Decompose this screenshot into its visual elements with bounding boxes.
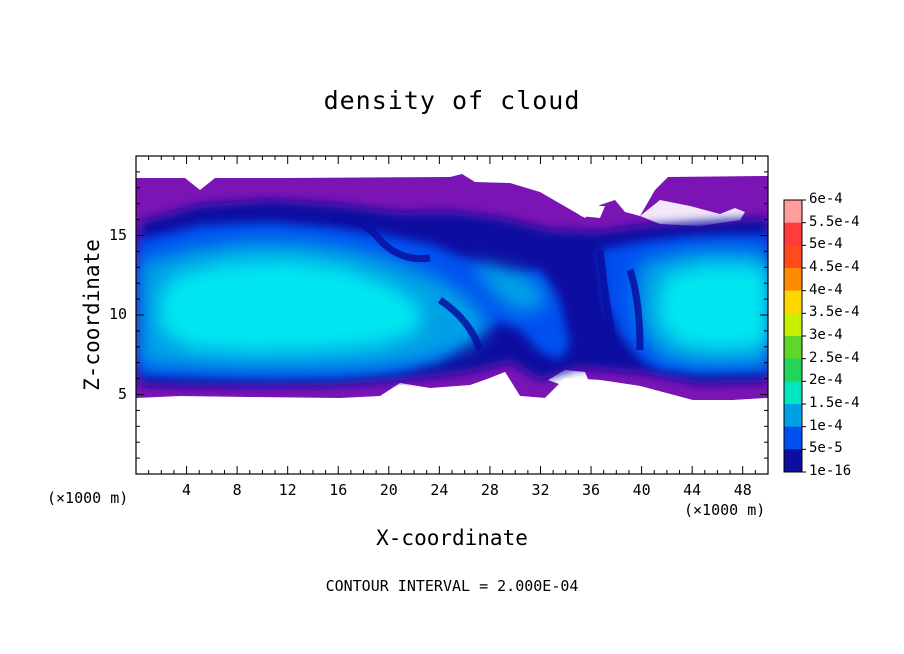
colorbar-swatch — [784, 245, 802, 269]
colorbar-label: 1.5e-4 — [809, 395, 860, 411]
x-unit-label-right: (×1000 m) — [684, 501, 766, 519]
contour-interval-note: CONTOUR INTERVAL = 2.000E-04 — [325, 577, 579, 595]
x-tick-label: 28 — [480, 481, 499, 499]
colorbar-label: 1e-16 — [809, 463, 852, 479]
colorbar-swatch — [784, 313, 802, 337]
x-tick-label: 32 — [531, 481, 550, 499]
x-tick-label: 36 — [582, 481, 601, 499]
colorbar-label: 5e-4 — [809, 236, 843, 253]
x-tick-label: 20 — [379, 481, 398, 499]
colorbar-label: 4e-4 — [809, 281, 843, 298]
colorbar-label: 2.5e-4 — [809, 349, 860, 366]
cloud-density-field — [136, 174, 768, 474]
colorbar-label: 5.5e-4 — [809, 213, 860, 230]
colorbar-swatch — [784, 290, 802, 314]
x-tick-label: 24 — [430, 481, 449, 499]
x-tick-label: 4 — [182, 481, 192, 499]
colorbar-swatch — [784, 222, 802, 246]
colorbar-swatch — [784, 381, 802, 405]
y-tick-label: 5 — [117, 384, 127, 403]
colorbar-label: 5e-5 — [809, 440, 843, 457]
colorbar-swatch — [784, 268, 802, 292]
x-tick-label: 44 — [683, 481, 702, 499]
y-axis-label: Z-coordinate — [80, 239, 104, 391]
y-tick-label: 15 — [108, 225, 127, 244]
colorbar-label: 2e-4 — [809, 372, 843, 389]
colorbar — [783, 199, 806, 473]
colorbar-swatch — [784, 200, 802, 224]
colorbar-swatch — [784, 404, 802, 428]
x-tick-label: 12 — [278, 481, 297, 499]
x-tick-label: 16 — [329, 481, 348, 499]
colorbar-swatch — [784, 358, 802, 382]
x-tick-label: 8 — [232, 481, 242, 499]
colorbar-swatch — [784, 449, 802, 473]
colorbar-label: 4.5e-4 — [809, 259, 860, 275]
level-2e-4-region — [160, 260, 420, 352]
x-unit-label-left: (×1000 m) — [47, 489, 129, 507]
colorbar-swatch — [784, 426, 802, 450]
y-tick-label: 10 — [108, 305, 127, 323]
colorbar-label: 3e-4 — [809, 327, 843, 343]
x-tick-label: 40 — [632, 481, 651, 499]
colorbar-label: 1e-4 — [809, 417, 843, 434]
colorbar-label: 3.5e-4 — [809, 304, 860, 321]
x-tick-label: 48 — [733, 481, 752, 499]
x-axis-label: X-coordinate — [376, 526, 528, 550]
colorbar-label: 6e-4 — [809, 191, 843, 207]
chart-title: density of cloud — [323, 86, 581, 115]
colorbar-swatch — [784, 336, 802, 360]
